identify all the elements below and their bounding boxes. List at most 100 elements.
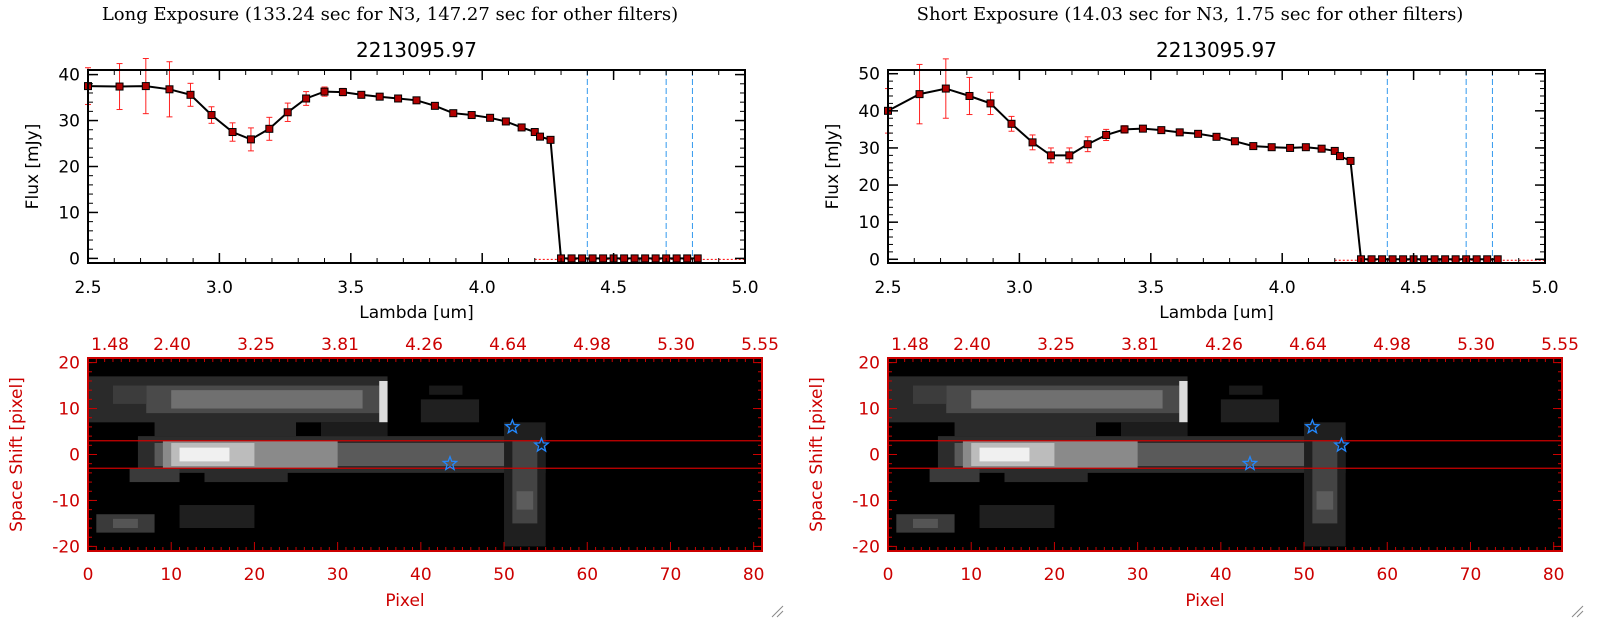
data-point (1065, 151, 1074, 160)
long-exposure-panel: Long Exposure (133.24 sec for N3, 147.27… (7, 4, 784, 618)
image-x-tick-label: 40 (410, 565, 432, 585)
image-y-tick-label: 20 (858, 354, 880, 374)
data-point (115, 82, 124, 91)
image-pixel-block (912, 385, 947, 404)
flux-series-line (87, 85, 698, 260)
resize-grip-icon[interactable] (770, 604, 784, 618)
image-pixel-block (512, 440, 538, 524)
chart-title: 2213095.97 (1156, 38, 1277, 62)
data-point (683, 254, 692, 263)
data-point (302, 94, 311, 103)
y-tick-label: 30 (858, 139, 880, 159)
image-x-tick-label: 20 (244, 565, 266, 585)
data-point (567, 254, 576, 263)
x-tick-label: 3.0 (206, 278, 233, 298)
wavelength-tick-label: 1.48 (891, 335, 929, 355)
y-tick-label: 10 (858, 213, 880, 233)
image-pixel-block (516, 491, 534, 510)
short-exposure-panel: Short Exposure (14.03 sec for N3, 1.75 s… (800, 0, 1600, 630)
star-marker-icon (1304, 418, 1321, 435)
image-x-axis-label: Pixel (385, 591, 424, 611)
data-point (1102, 130, 1111, 139)
image-pixel-block (979, 447, 1030, 462)
wavelength-tick-label: 4.98 (573, 335, 611, 355)
data-point (965, 91, 974, 100)
wavelength-tick-label: 3.81 (321, 335, 359, 355)
resize-grip-icon[interactable] (1570, 604, 1584, 618)
data-point (1472, 255, 1481, 264)
image-x-axis-label: Pixel (1185, 591, 1224, 611)
wavelength-tick-label: 4.98 (1373, 335, 1411, 355)
data-point (357, 90, 366, 99)
image-x-tick-label: 70 (660, 565, 682, 585)
chart-title: 2213095.97 (356, 38, 477, 62)
image-y-tick-label: 20 (58, 354, 80, 374)
data-point (1388, 255, 1397, 264)
wavelength-tick-label: 3.25 (237, 335, 275, 355)
data-point (501, 117, 510, 126)
data-point (412, 96, 421, 105)
data-point (467, 111, 476, 120)
data-point (449, 109, 458, 118)
image-pixel-block (171, 390, 363, 409)
x-tick-label: 3.5 (1137, 278, 1164, 298)
data-point (1046, 151, 1055, 160)
data-point (1028, 138, 1037, 147)
long-exposure-chart: 2213095.97 2.5 3.0 3.5 4.0 4.5 5.0 0 10 20 30 40 Lam… (7, 38, 779, 611)
data-point (941, 84, 950, 93)
y-tick-label: 30 (58, 112, 80, 132)
data-point (283, 108, 292, 117)
data-point (1120, 125, 1129, 134)
data-point (672, 254, 681, 263)
x-axis-label: Lambda [um] (359, 303, 473, 323)
data-point (375, 92, 384, 101)
spectral-image-pixels (888, 376, 1346, 547)
image-pixel-block (1004, 468, 1088, 483)
data-point (546, 135, 555, 144)
image-pixel-block (429, 385, 463, 395)
star-marker-icon (441, 454, 459, 471)
data-point (1378, 255, 1387, 264)
x-tick-label: 3.0 (1006, 278, 1033, 298)
image-x-tick-label: 40 (1210, 565, 1232, 585)
image-pixel-block (971, 390, 1163, 409)
image-x-tick-label: 50 (1293, 565, 1315, 585)
data-point (651, 254, 660, 263)
data-point (1083, 140, 1092, 149)
data-point (207, 111, 216, 120)
star-marker-icon (504, 418, 521, 435)
data-point (1267, 143, 1276, 152)
data-point (599, 254, 608, 263)
image-y-tick-label: 0 (69, 446, 80, 466)
image-y-tick-label: 10 (858, 400, 880, 420)
data-point (141, 82, 150, 91)
data-point (1301, 143, 1310, 152)
image-x-tick-label: 0 (883, 565, 894, 585)
data-point (1451, 255, 1460, 264)
image-x-tick-label: 80 (743, 565, 765, 585)
data-point (186, 90, 195, 99)
data-point (1483, 255, 1492, 264)
image-pixel-block (420, 399, 480, 423)
panel-title: Short Exposure (14.03 sec for N3, 1.75 s… (916, 4, 1464, 25)
image-y-tick-label: -20 (52, 537, 80, 557)
data-point (1007, 119, 1016, 128)
star-marker-icon (1333, 436, 1350, 453)
x-axis-label: Lambda [um] (1159, 303, 1273, 323)
y-tick-label: 20 (858, 176, 880, 196)
image-pixel-block (112, 385, 147, 404)
x-tick-label: 2.5 (874, 278, 901, 298)
data-point (1230, 137, 1239, 146)
y-tick-label: 0 (869, 250, 880, 270)
image-x-tick-label: 0 (83, 565, 94, 585)
data-point (265, 124, 274, 133)
data-point (530, 128, 539, 137)
data-point (1399, 255, 1408, 264)
data-point (1175, 128, 1184, 137)
wavelength-tick-label: 3.81 (1121, 335, 1159, 355)
data-point (1420, 255, 1429, 264)
wavelength-tick-label: 5.55 (1541, 335, 1579, 355)
wavelength-tick-label: 3.25 (1037, 335, 1075, 355)
image-pixel-block (1312, 440, 1338, 524)
image-pixel-block (1229, 385, 1263, 395)
